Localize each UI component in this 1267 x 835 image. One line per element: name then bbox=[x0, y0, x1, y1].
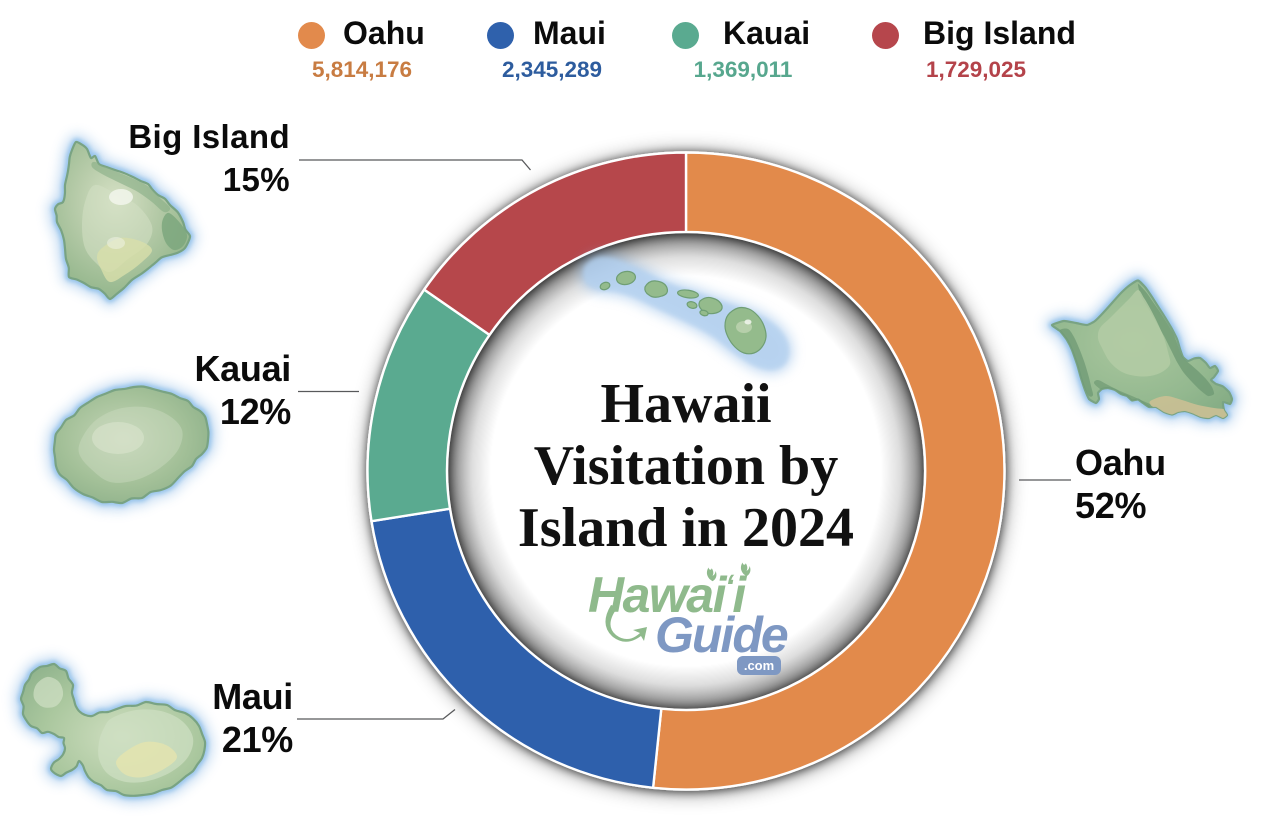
svg-text:.com: .com bbox=[744, 658, 774, 673]
svg-text:Guide: Guide bbox=[655, 607, 788, 663]
svg-text:Hawaiʻi: Hawaiʻi bbox=[588, 567, 747, 623]
